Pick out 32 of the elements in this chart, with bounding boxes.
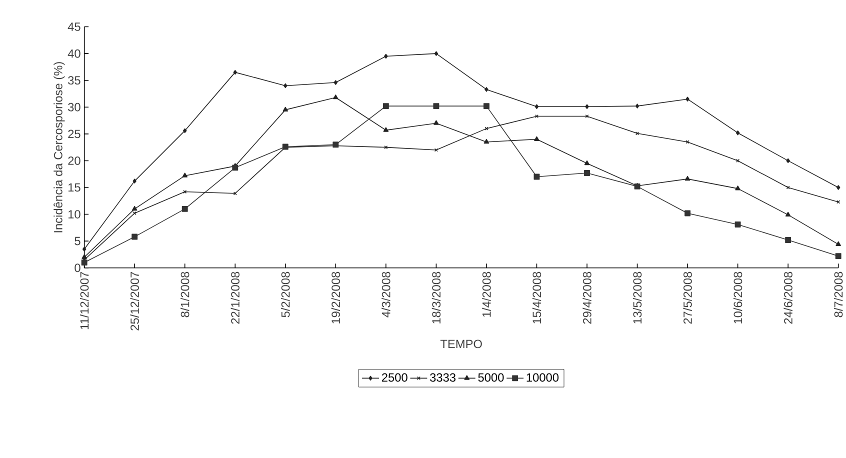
legend-label: 2500: [382, 373, 408, 382]
y-tick-label: 30: [68, 102, 80, 112]
legend-label: 5000: [478, 373, 504, 382]
x-tick-label: 27/5/2008: [683, 272, 692, 324]
x-tick-label: 11/12/2007: [80, 272, 89, 329]
x-tick-label: 5/2/2008: [281, 272, 290, 318]
x-tick-label: 29/4/2008: [582, 272, 592, 324]
y-tick-label: 40: [68, 49, 80, 58]
x-tick-label: 4/3/2008: [382, 272, 390, 318]
y-tick-label: 5: [74, 236, 80, 246]
x-tick-label: 8/7/2008: [834, 272, 843, 318]
x-tick-label: 1/4/2008: [482, 272, 491, 317]
y-tick-label: 35: [68, 76, 80, 84]
y-tick-label: 10: [68, 210, 80, 218]
legend-label: 10000: [526, 373, 559, 382]
y-tick-label: 20: [68, 156, 80, 165]
x-tick-label: 13/5/2008: [632, 272, 642, 324]
x-tick-label: 8/1/2008: [180, 272, 190, 318]
y-tick-label: 25: [68, 130, 80, 138]
x-tick-label: 24/6/2008: [784, 272, 792, 324]
x-tick-label: 25/12/2007: [130, 272, 139, 330]
legend-label: 3333: [430, 373, 456, 382]
x-tick-label: 22/1/2008: [230, 272, 240, 324]
x-tick-label: 18/3/2008: [432, 272, 441, 324]
y-tick-label: 15: [68, 183, 80, 192]
x-tick-label: 15/4/2008: [532, 272, 542, 324]
y-tick-label: 45: [68, 22, 80, 31]
x-tick-label: 19/2/2008: [331, 272, 340, 324]
y-axis-title: Incidência da Cercosporiose (%): [54, 62, 65, 232]
y-tick-label: 0: [74, 263, 80, 272]
x-axis-title: TEMPO: [440, 340, 482, 348]
x-tick-label: 10/6/2008: [733, 272, 742, 324]
